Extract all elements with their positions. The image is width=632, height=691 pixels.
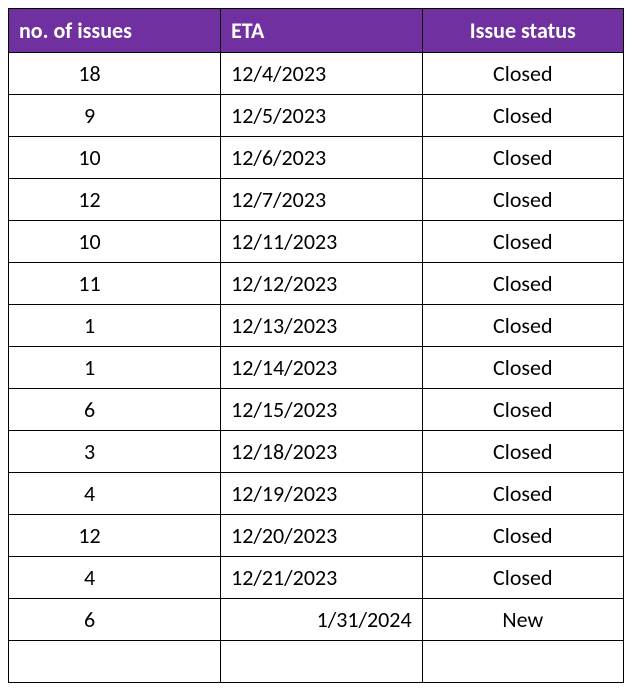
table-row: 1212/7/2023Closed <box>9 179 624 221</box>
cell-issues: 18 <box>9 53 221 95</box>
cell-issues: 6 <box>9 389 221 431</box>
cell-eta: 12/20/2023 <box>221 515 423 557</box>
cell-eta: 1/31/2024 <box>221 599 423 641</box>
cell-empty <box>9 641 221 683</box>
cell-empty <box>221 641 423 683</box>
cell-status: New <box>422 599 623 641</box>
cell-status: Closed <box>422 263 623 305</box>
cell-status: Closed <box>422 221 623 263</box>
cell-issues: 6 <box>9 599 221 641</box>
cell-eta: 12/5/2023 <box>221 95 423 137</box>
cell-status: Closed <box>422 557 623 599</box>
issues-table: no. of issues ETA Issue status 1812/4/20… <box>8 8 624 683</box>
table-row: 112/14/2023Closed <box>9 347 624 389</box>
cell-status: Closed <box>422 389 623 431</box>
cell-issues: 11 <box>9 263 221 305</box>
cell-status: Closed <box>422 53 623 95</box>
cell-issues: 10 <box>9 221 221 263</box>
cell-issues: 1 <box>9 305 221 347</box>
table-row: 1012/11/2023Closed <box>9 221 624 263</box>
cell-eta: 12/14/2023 <box>221 347 423 389</box>
table-row: 1012/6/2023Closed <box>9 137 624 179</box>
cell-status: Closed <box>422 431 623 473</box>
header-eta: ETA <box>221 9 423 53</box>
table-body: 1812/4/2023Closed912/5/2023Closed1012/6/… <box>9 53 624 683</box>
cell-issues: 4 <box>9 557 221 599</box>
cell-status: Closed <box>422 95 623 137</box>
cell-eta: 12/21/2023 <box>221 557 423 599</box>
cell-issues: 1 <box>9 347 221 389</box>
table-row: 1212/20/2023Closed <box>9 515 624 557</box>
cell-eta: 12/7/2023 <box>221 179 423 221</box>
header-row: no. of issues ETA Issue status <box>9 9 624 53</box>
cell-issues: 4 <box>9 473 221 515</box>
table-row-empty <box>9 641 624 683</box>
table-row: 412/21/2023Closed <box>9 557 624 599</box>
table-row: 61/31/2024New <box>9 599 624 641</box>
cell-eta: 12/12/2023 <box>221 263 423 305</box>
cell-eta: 12/4/2023 <box>221 53 423 95</box>
cell-eta: 12/11/2023 <box>221 221 423 263</box>
cell-status: Closed <box>422 305 623 347</box>
header-issues: no. of issues <box>9 9 221 53</box>
cell-issues: 12 <box>9 515 221 557</box>
cell-eta: 12/13/2023 <box>221 305 423 347</box>
cell-status: Closed <box>422 137 623 179</box>
table-row: 112/13/2023Closed <box>9 305 624 347</box>
cell-eta: 12/15/2023 <box>221 389 423 431</box>
cell-eta: 12/19/2023 <box>221 473 423 515</box>
cell-status: Closed <box>422 179 623 221</box>
table-row: 312/18/2023Closed <box>9 431 624 473</box>
cell-issues: 12 <box>9 179 221 221</box>
cell-empty <box>422 641 623 683</box>
cell-issues: 3 <box>9 431 221 473</box>
table-row: 1112/12/2023Closed <box>9 263 624 305</box>
cell-status: Closed <box>422 515 623 557</box>
cell-status: Closed <box>422 347 623 389</box>
table-row: 1812/4/2023Closed <box>9 53 624 95</box>
table-row: 912/5/2023Closed <box>9 95 624 137</box>
cell-issues: 9 <box>9 95 221 137</box>
cell-eta: 12/6/2023 <box>221 137 423 179</box>
cell-status: Closed <box>422 473 623 515</box>
cell-eta: 12/18/2023 <box>221 431 423 473</box>
cell-issues: 10 <box>9 137 221 179</box>
table-header: no. of issues ETA Issue status <box>9 9 624 53</box>
table-row: 612/15/2023Closed <box>9 389 624 431</box>
table-row: 412/19/2023Closed <box>9 473 624 515</box>
header-status: Issue status <box>422 9 623 53</box>
